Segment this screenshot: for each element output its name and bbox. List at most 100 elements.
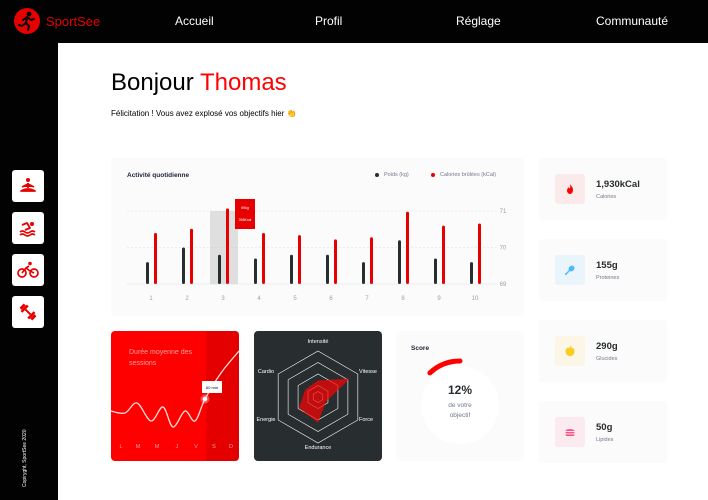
calorie-bar <box>334 239 337 284</box>
carbs-value: 290g <box>596 341 618 352</box>
activity-tooltip <box>235 199 255 229</box>
x-tick-label: 6 <box>329 296 333 302</box>
score-card: Score 12% de votre objectif <box>396 331 524 461</box>
weight-bar <box>326 254 329 284</box>
radar-data-area <box>298 378 350 423</box>
y-tick-label: 70 <box>500 246 507 252</box>
user-name: Thomas <box>199 69 287 96</box>
legend-weight: Poids (kg) <box>375 172 409 178</box>
score-radial-chart <box>421 358 499 444</box>
x-tick-label: 3 <box>221 296 225 302</box>
sidebar-item-weights[interactable] <box>12 296 44 328</box>
nav-item-accueil[interactable]: Accueil <box>175 14 214 28</box>
chicken-icon <box>565 265 575 275</box>
nav-item-communaute[interactable]: Communauté <box>596 14 669 28</box>
day-label: L <box>119 444 122 450</box>
score-center-text: 12% de votre objectif <box>396 383 524 419</box>
calorie-bar <box>226 208 229 284</box>
weight-bar <box>182 247 185 284</box>
logo[interactable]: SportSee <box>14 8 100 34</box>
apple-icon <box>565 345 575 356</box>
fire-icon <box>567 184 573 194</box>
radar-axis-label: Intensité <box>308 339 329 345</box>
nav-item-reglage[interactable]: Réglage <box>456 14 501 28</box>
calories-label: Calories <box>596 194 617 200</box>
activity-chart-card: Activité quotidienne Poids (kg) Calories… <box>111 158 524 316</box>
weight-bar <box>362 262 365 284</box>
score-title: Score <box>411 345 430 352</box>
greeting-prefix: Bonjour <box>111 69 194 96</box>
proteins-icon-box <box>555 255 585 285</box>
activity-title: Activité quotidienne <box>127 172 190 179</box>
calorie-bar <box>406 211 409 284</box>
x-tick-label: 9 <box>437 296 441 302</box>
key-data-calories: 1,930kCal Calories <box>539 158 667 220</box>
lipids-value: 50g <box>596 422 613 433</box>
calorie-bar <box>478 223 481 284</box>
sidebar: Copiryght, SportSee 2020 <box>0 43 58 500</box>
carbs-icon-box <box>555 336 585 366</box>
x-tick-label: 2 <box>185 296 189 302</box>
weight-bar <box>398 240 401 284</box>
weight-bar <box>146 262 149 284</box>
x-tick-label: 8 <box>401 296 405 302</box>
brand-name: SportSee <box>46 13 101 29</box>
score-line1: de votre <box>448 402 472 409</box>
day-label: D <box>229 444 233 450</box>
radar-axis-label: Force <box>359 417 373 423</box>
session-line-chart: 60 min L M M J V S D <box>111 331 239 461</box>
page-title: Bonjour Thomas <box>111 69 287 97</box>
highlight-band <box>210 211 238 284</box>
session-tooltip-text: 60 min <box>206 385 218 390</box>
x-tick-label: 7 <box>365 296 369 302</box>
radar-axis-label: Energie <box>257 417 276 423</box>
x-tick-label: 1 <box>149 296 153 302</box>
tooltip-weight: 69kg <box>241 206 249 210</box>
session-title: Durée moyenne des sessions <box>129 349 193 367</box>
x-tick-label: 5 <box>293 296 297 302</box>
dumbbell-icon <box>19 303 37 321</box>
day-label: V <box>194 444 198 450</box>
score-value: 12% <box>447 383 473 397</box>
sidebar-item-swimming[interactable] <box>12 212 44 244</box>
sidebar-item-yoga[interactable] <box>12 170 44 202</box>
proteins-label: Proteines <box>596 275 620 281</box>
weight-bar <box>290 254 293 284</box>
score-inner-circle <box>421 366 499 444</box>
score-line2: objectif <box>449 412 471 419</box>
session-duration-card: 60 min L M M J V S D Durée moyenne des sessions <box>111 331 239 461</box>
activity-bar-chart: 69 70 71 1 2 3 4 5 6 7 8 9 10 69kg 356Kcal <box>127 199 507 302</box>
day-label: M <box>136 444 141 450</box>
performance-radar-card: Intensité Vitesse Force Endurance Energie Car… <box>254 331 382 461</box>
y-tick-label: 69 <box>500 282 507 288</box>
legend-calories: Calories brûlées (kCal) <box>431 172 496 178</box>
calorie-bar <box>298 235 301 284</box>
radar-grid <box>277 350 359 444</box>
radar-axis-label: Cardio <box>258 369 274 375</box>
session-tooltip <box>202 381 222 393</box>
weight-bar <box>254 258 257 284</box>
weight-bar <box>470 262 473 284</box>
lipids-icon-box <box>555 417 585 447</box>
calorie-bar <box>190 228 193 284</box>
session-highlight-area <box>206 331 239 461</box>
calorie-bar <box>442 225 445 284</box>
day-label: J <box>176 444 179 450</box>
y-tick-label: 71 <box>500 209 507 215</box>
key-data-lipids: 50g Lipides <box>539 401 667 463</box>
x-tick-label: 4 <box>257 296 261 302</box>
sidebar-item-cycling[interactable] <box>12 254 44 286</box>
day-label: S <box>212 444 216 450</box>
top-navigation: SportSee Accueil Profil Réglage Communau… <box>0 0 708 43</box>
x-tick-label: 10 <box>472 296 479 302</box>
nav-item-profil[interactable]: Profil <box>315 14 343 28</box>
key-data-proteins: 155g Proteines <box>539 239 667 301</box>
calorie-bar <box>262 233 265 284</box>
lipids-label: Lipides <box>596 437 614 443</box>
calorie-bar <box>370 237 373 284</box>
day-label: M <box>155 444 160 450</box>
key-data-carbs: 290g Glucides <box>539 320 667 382</box>
performance-radar-chart: Intensité Vitesse Force Endurance Energie Car… <box>257 339 377 451</box>
calories-value: 1,930kCal <box>596 179 640 190</box>
weight-bar <box>218 254 221 284</box>
